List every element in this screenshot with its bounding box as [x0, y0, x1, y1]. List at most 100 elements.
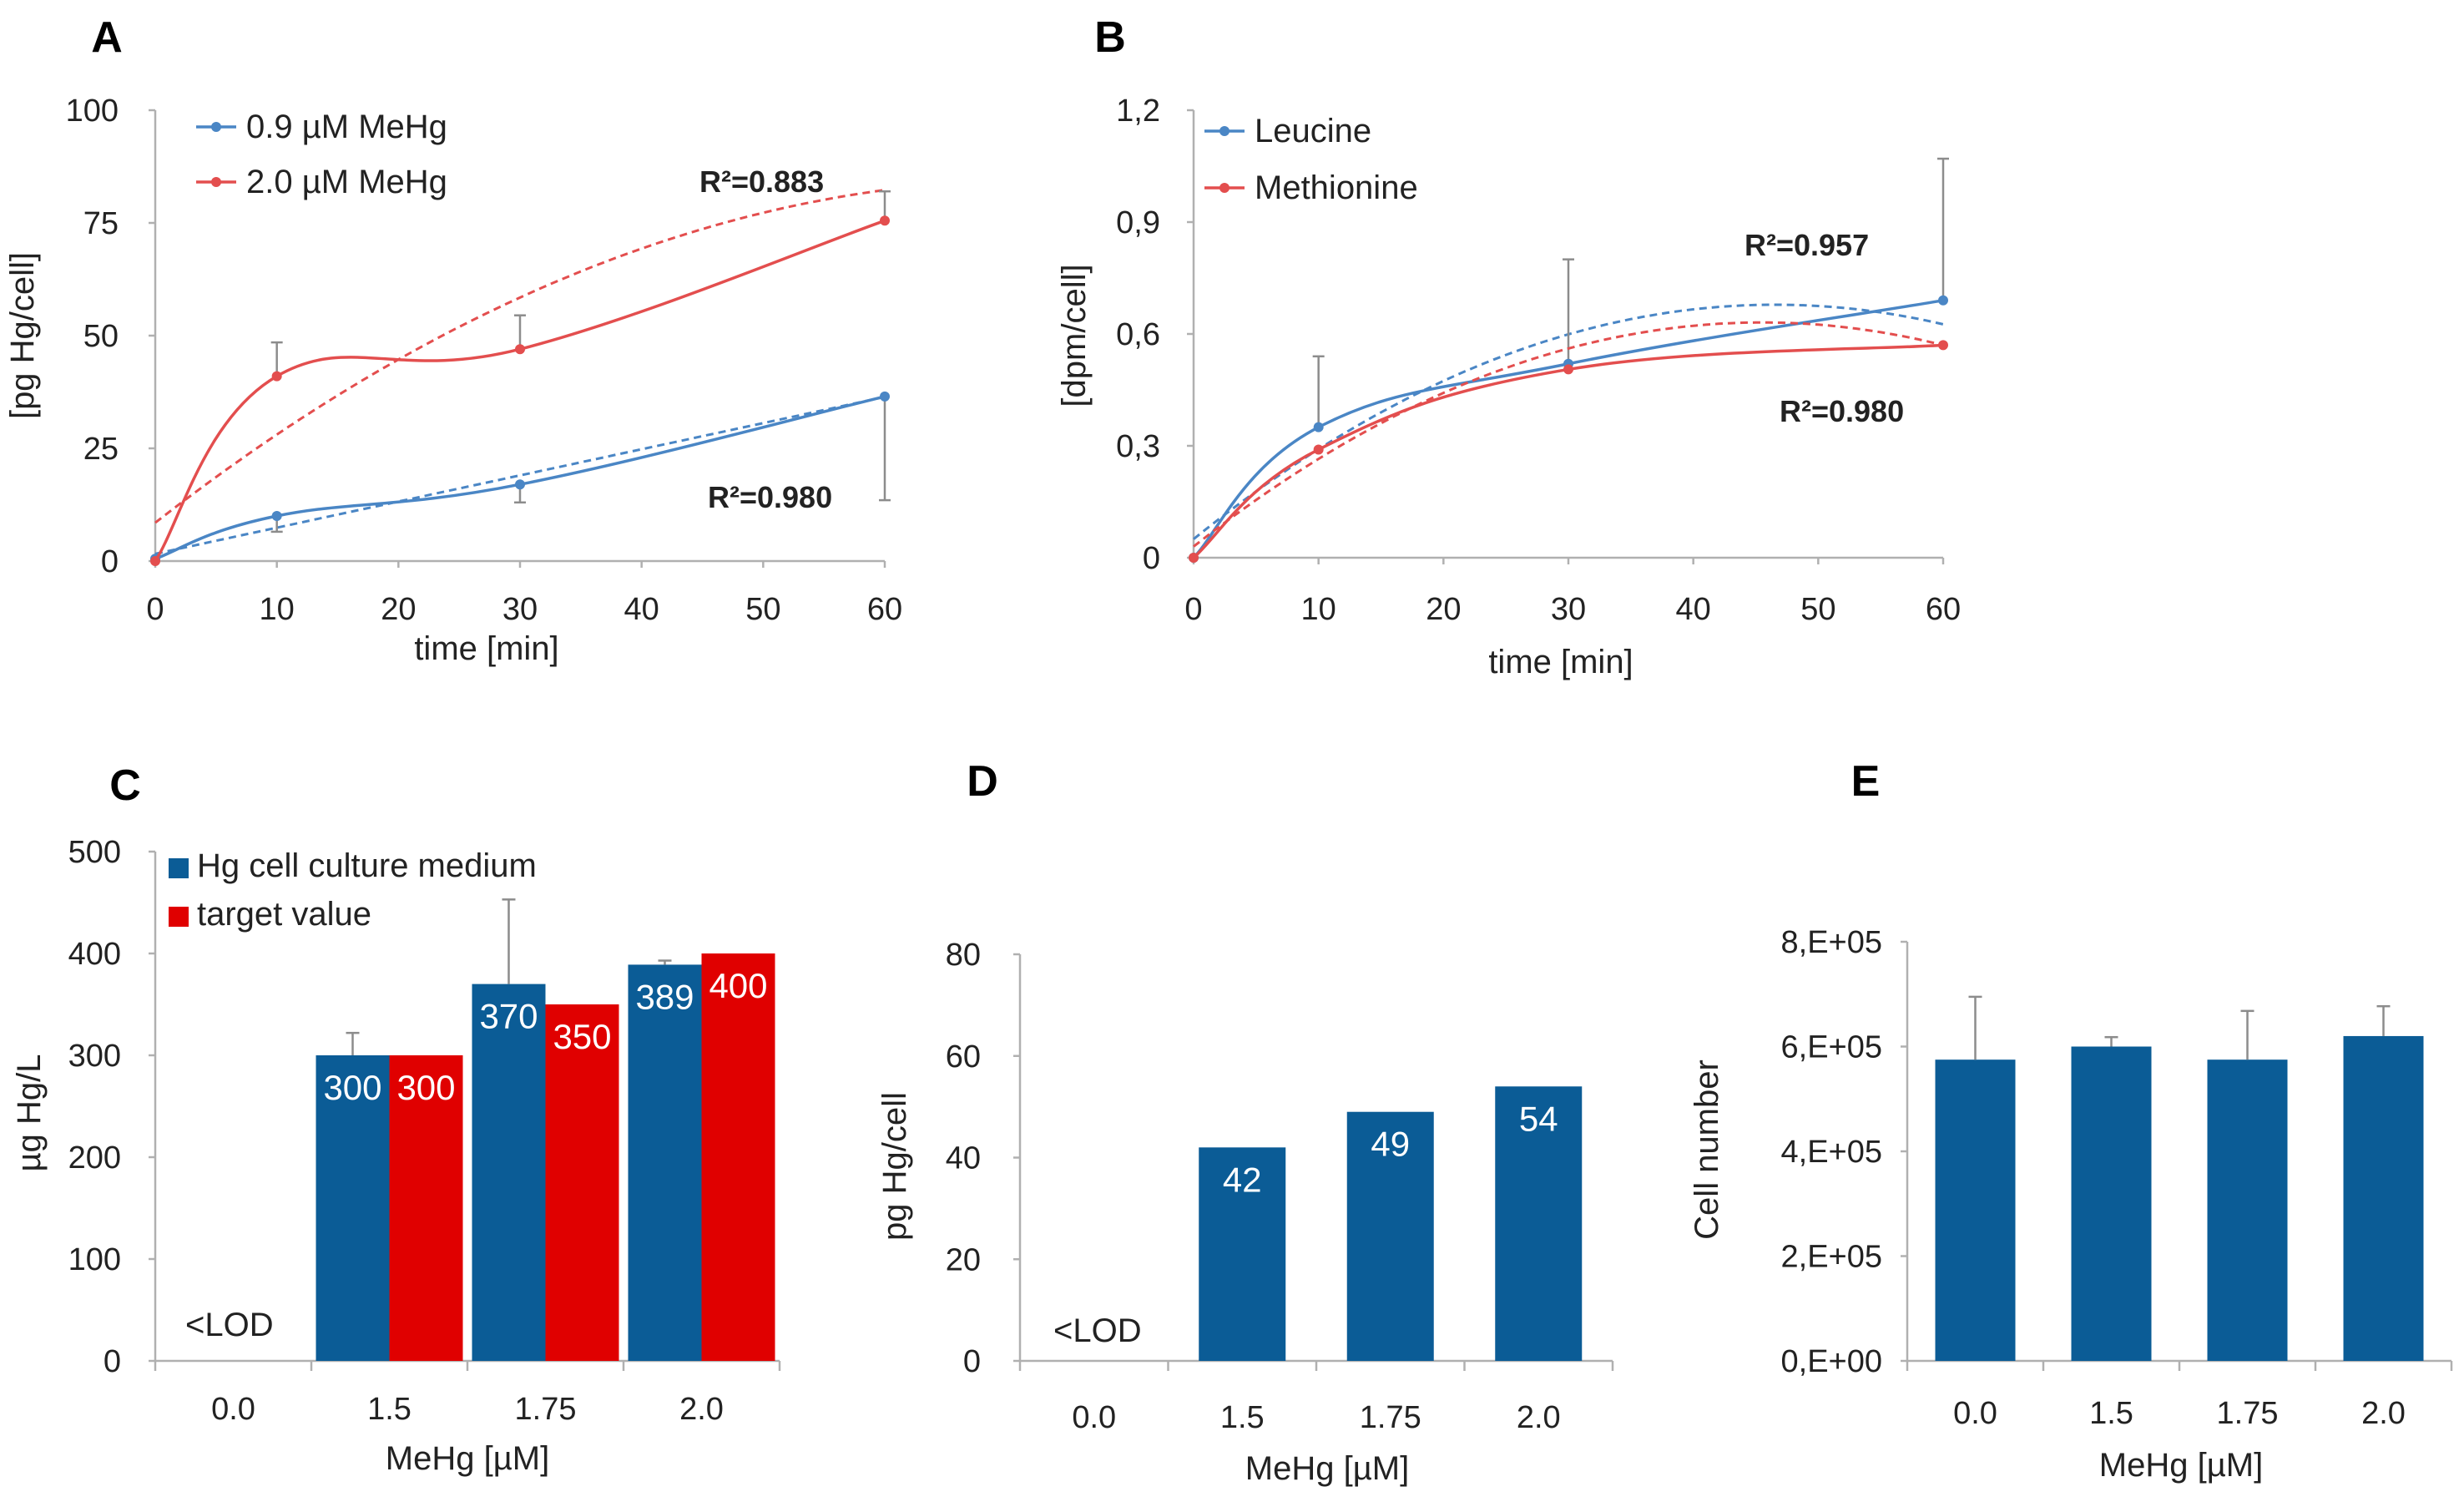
- y-tick-label: 0: [104, 1344, 121, 1379]
- y-tick-label: 2,E+05: [1781, 1240, 1883, 1275]
- x-tick-label: 1.75: [1360, 1400, 1421, 1435]
- y-tick-label: 50: [83, 319, 119, 354]
- trendline-1: [154, 395, 886, 555]
- x-axis-title: time [min]: [414, 630, 558, 667]
- legend-label: Leucine: [1255, 113, 1371, 149]
- y-tick-label: 0,6: [1116, 317, 1160, 352]
- y-tick-label: 0: [101, 544, 119, 579]
- x-tick-label: 20: [381, 592, 416, 627]
- x-tick-label: 10: [260, 592, 295, 627]
- x-tick-label: 1.75: [2217, 1396, 2279, 1431]
- legend-label: target value: [197, 896, 371, 933]
- panel-label: B: [1094, 13, 1126, 62]
- x-tick-label: 40: [624, 592, 659, 627]
- y-tick-label: 20: [946, 1242, 981, 1277]
- x-tick-label: 50: [1800, 592, 1835, 627]
- y-axis-title: Cell number: [1689, 1059, 1725, 1240]
- trendline-2: [1193, 321, 1944, 548]
- lod-label: <LOD: [185, 1307, 274, 1343]
- x-tick-label: 0.0: [1953, 1396, 1997, 1431]
- x-tick-label: 0.0: [1072, 1400, 1116, 1435]
- legend-swatch: [169, 907, 189, 927]
- data-label: 389: [635, 977, 694, 1016]
- legend-marker: [211, 177, 221, 187]
- data-point: [1313, 422, 1324, 432]
- bar: [2207, 1059, 2288, 1361]
- y-axis-title: pg Hg/cell: [876, 1092, 913, 1241]
- bar: [2071, 1046, 2152, 1361]
- x-tick-label: 0: [1184, 592, 1202, 627]
- data-label: 300: [323, 1068, 381, 1107]
- x-axis-title: MeHg [µM]: [1245, 1450, 1409, 1487]
- bar: [545, 1004, 619, 1361]
- y-tick-label: 0,3: [1116, 429, 1160, 464]
- y-axis-title: µg Hg/L: [11, 1054, 48, 1172]
- legend-label: 0.9 µM MeHg: [246, 109, 447, 145]
- panel-b: B 0 0,3 0,6 0,9 1,2 0 10 20 30 40 50 60 time [min] [dp…: [1056, 13, 1961, 680]
- data-label: 370: [479, 997, 538, 1036]
- data-label: 350: [553, 1017, 611, 1056]
- data-point: [880, 215, 890, 226]
- r-squared-label: R²=0.980: [1780, 394, 1904, 428]
- y-tick-label: 300: [68, 1039, 121, 1074]
- y-tick-label: 75: [83, 206, 119, 241]
- legend-marker: [1219, 183, 1229, 193]
- panel-label: E: [1851, 757, 1881, 806]
- x-axis-title: MeHg [µM]: [2099, 1447, 2263, 1484]
- data-label: 42: [1223, 1160, 1262, 1199]
- y-tick-label: 0: [963, 1344, 981, 1379]
- data-point: [880, 391, 890, 402]
- r-squared-label: R²=0.883: [699, 164, 824, 199]
- y-tick-label: 80: [946, 938, 981, 973]
- bar: [1346, 1111, 1434, 1361]
- x-tick-label: 50: [745, 592, 780, 627]
- panel-label: C: [109, 761, 141, 810]
- series-line-2: [154, 219, 886, 562]
- data-point: [1563, 364, 1573, 375]
- data-label: 49: [1371, 1125, 1410, 1164]
- panel-c: C 0 100 200 300 400 500 0.0 1.5 1.75 2.0 MeHg [µM] µ…: [11, 761, 781, 1477]
- bar: [389, 1055, 463, 1361]
- x-tick-label: 60: [867, 592, 902, 627]
- legend-label: 2.0 µM MeHg: [246, 164, 447, 200]
- y-tick-label: 0: [1143, 541, 1160, 576]
- x-tick-label: 30: [502, 592, 538, 627]
- x-tick-label: 1.5: [367, 1392, 412, 1427]
- y-axis-title: [dpm/cell]: [1056, 264, 1093, 407]
- panel-d: D 0 20 40 60 80 0.0 1.5 1.75 2.0 MeHg [µM] pg Hg/ce…: [876, 757, 1614, 1487]
- bar: [701, 953, 775, 1361]
- panel-a: A 0 25 50 75 100 0 10 20 30 40 50 60 time [min] [pg Hg…: [4, 13, 902, 667]
- legend-marker: [1219, 126, 1229, 136]
- x-axis-title: MeHg [µM]: [386, 1440, 549, 1477]
- y-tick-label: 1,2: [1116, 94, 1160, 129]
- r-squared-label: R²=0.957: [1744, 228, 1869, 262]
- bar: [472, 984, 546, 1361]
- data-point: [1938, 295, 1948, 306]
- bar: [1199, 1147, 1286, 1361]
- bar: [316, 1055, 390, 1361]
- legend-label: Methionine: [1255, 169, 1418, 206]
- lod-label: <LOD: [1053, 1312, 1142, 1349]
- y-tick-label: 25: [83, 432, 119, 467]
- x-tick-label: 60: [1926, 592, 1961, 627]
- bar: [628, 964, 702, 1361]
- data-point: [1189, 553, 1199, 563]
- y-tick-label: 4,E+05: [1781, 1135, 1883, 1170]
- data-point: [271, 371, 282, 382]
- y-tick-label: 100: [66, 94, 119, 129]
- panel-label: D: [967, 757, 998, 806]
- x-tick-label: 2.0: [1517, 1400, 1561, 1435]
- y-tick-label: 6,E+05: [1781, 1030, 1883, 1065]
- x-tick-label: 10: [1301, 592, 1336, 627]
- panel-e: E 0,E+00 2,E+05 4,E+05 6,E+05 8,E+05 0.0 1.5 1.7…: [1689, 757, 2453, 1484]
- series-line-1: [154, 395, 886, 560]
- r-squared-label: R²=0.980: [708, 480, 832, 514]
- data-point: [1313, 444, 1324, 455]
- y-tick-label: 40: [946, 1141, 981, 1176]
- y-tick-label: 500: [68, 835, 121, 870]
- x-tick-label: 1.5: [2089, 1396, 2133, 1431]
- y-axis-title: [pg Hg/cell]: [4, 252, 41, 419]
- bar: [1495, 1086, 1583, 1361]
- bar: [2343, 1035, 2424, 1361]
